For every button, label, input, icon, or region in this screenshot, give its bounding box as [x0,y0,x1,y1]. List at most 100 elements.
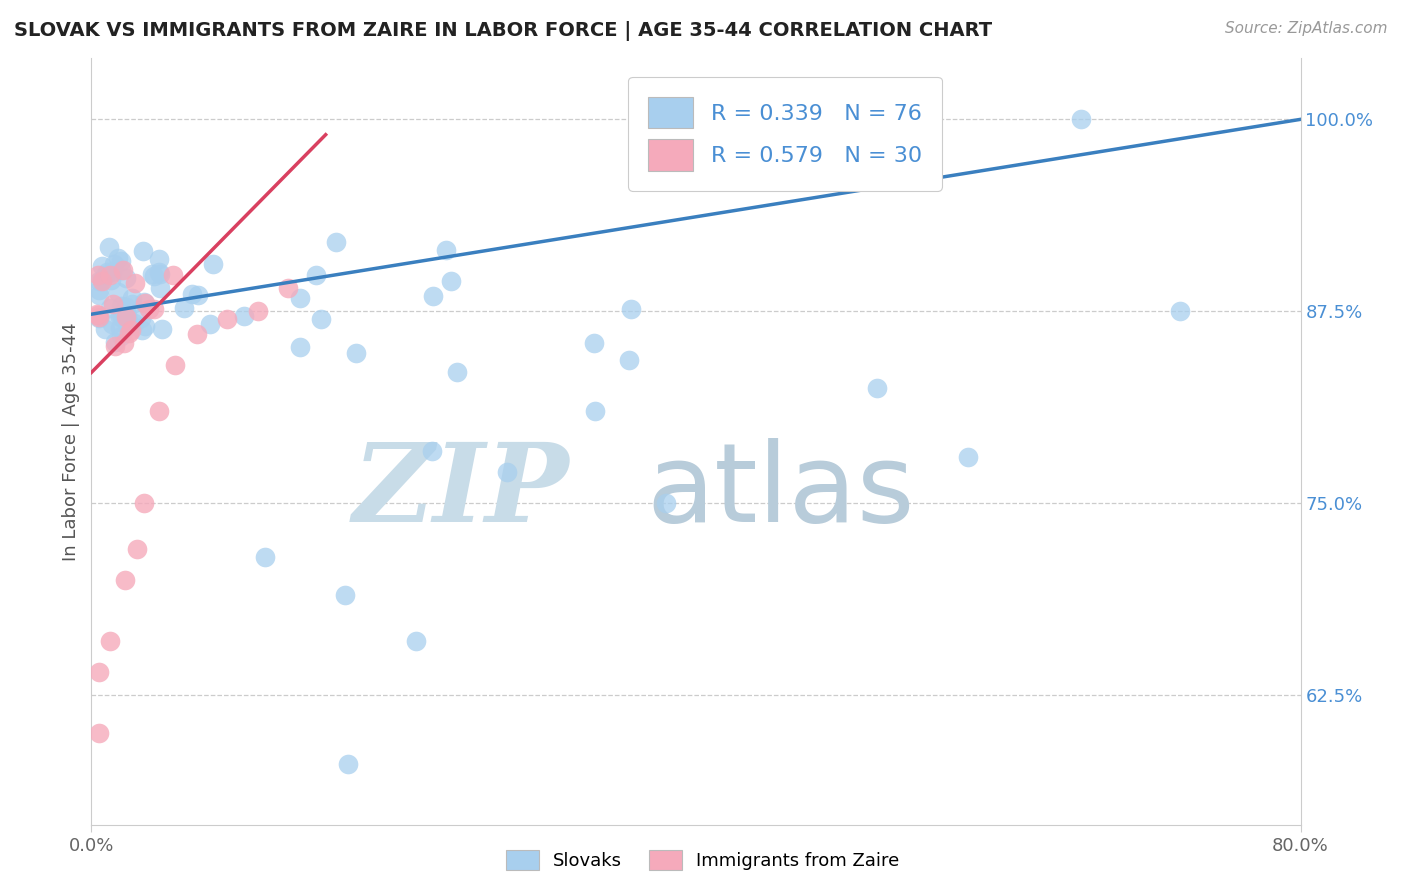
Text: SLOVAK VS IMMIGRANTS FROM ZAIRE IN LABOR FORCE | AGE 35-44 CORRELATION CHART: SLOVAK VS IMMIGRANTS FROM ZAIRE IN LABOR… [14,21,993,40]
Point [112,263,135,277]
Point [148,404,170,418]
Point [110,328,132,343]
Point [290,291,312,305]
Point [110,310,132,325]
Point [120,317,142,331]
Point [115,271,138,285]
Point [434,243,457,257]
Point [87,268,110,282]
Y-axis label: In Labor Force | Age 35-44: In Labor Force | Age 35-44 [62,322,80,561]
Point [110,253,132,268]
Point [148,265,170,279]
Point [311,312,333,326]
Point [148,252,170,266]
Point [115,300,138,314]
Point [117,319,139,334]
Point [122,316,145,330]
Point [134,319,156,334]
Point [124,276,146,290]
Point [162,268,184,282]
Point [87,726,110,740]
Point [91,274,114,288]
Point [866,381,889,395]
Point [121,297,143,311]
Point [121,291,143,305]
Point [112,335,135,350]
Point [98,240,121,254]
Point [405,634,427,648]
Point [91,259,114,273]
Point [90,273,112,287]
Point [108,321,131,335]
Point [654,496,676,510]
Point [132,244,155,258]
Point [131,323,153,337]
Point [233,309,256,323]
Point [101,317,124,331]
Point [104,339,127,353]
Point [142,301,165,316]
Point [149,267,172,281]
Point [86,307,108,321]
Point [87,310,110,324]
Point [87,283,110,297]
Point [107,252,129,266]
Point [87,274,110,288]
Point [96,265,118,279]
Point [582,336,605,351]
Point [134,295,156,310]
Point [496,465,519,479]
Point [110,299,132,313]
Point [198,317,221,331]
Point [344,345,367,359]
Point [111,310,134,324]
Point [87,311,110,326]
Text: atlas: atlas [647,438,915,545]
Point [107,285,129,299]
Point [138,302,160,317]
Point [100,265,122,279]
Point [103,257,125,271]
Legend: Slovaks, Immigrants from Zaire: Slovaks, Immigrants from Zaire [499,842,907,878]
Point [134,294,156,309]
Legend: R = 0.339   N = 76, R = 0.579   N = 30: R = 0.339 N = 76, R = 0.579 N = 30 [628,77,942,191]
Point [187,287,209,301]
Point [254,549,277,564]
Point [585,403,607,417]
Point [143,269,166,284]
Point [115,310,138,325]
Point [94,268,117,282]
Point [98,634,121,648]
Point [104,334,127,349]
Point [141,267,163,281]
Point [117,326,139,341]
Point [98,301,121,315]
Point [114,573,136,587]
Point [440,274,463,288]
Point [150,322,173,336]
Point [277,281,299,295]
Point [422,443,444,458]
Point [98,268,121,282]
Point [217,311,239,326]
Point [101,296,124,310]
Point [163,358,186,372]
Point [148,281,170,295]
Point [186,327,208,342]
Text: ZIP: ZIP [353,438,569,545]
Point [335,588,357,602]
Point [117,308,139,322]
Point [446,365,468,379]
Point [246,304,269,318]
Point [100,273,122,287]
Point [1168,304,1191,318]
Text: Source: ZipAtlas.com: Source: ZipAtlas.com [1225,21,1388,36]
Point [87,288,110,302]
Point [617,353,640,368]
Point [1070,112,1092,127]
Point [87,665,110,679]
Point [94,321,117,335]
Point [110,263,132,277]
Point [619,302,641,317]
Point [120,322,142,336]
